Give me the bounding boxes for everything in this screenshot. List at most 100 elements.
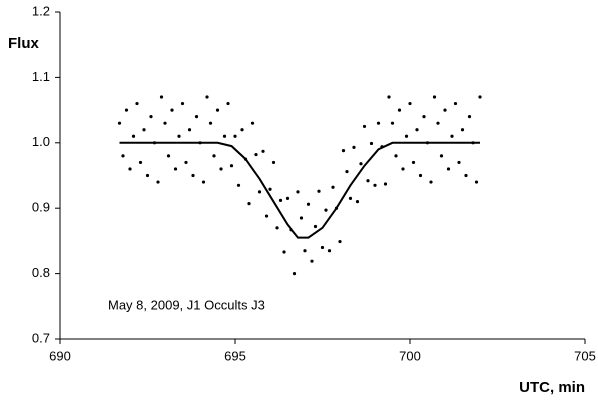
data-point — [408, 101, 412, 106]
data-point — [184, 160, 188, 165]
data-point — [250, 121, 255, 125]
y-tick-label: 1.1 — [32, 69, 50, 84]
data-point — [317, 189, 321, 193]
data-point — [436, 121, 440, 125]
data-point — [345, 169, 349, 174]
data-point — [187, 128, 192, 132]
x-tick-label: 705 — [574, 348, 596, 363]
data-point — [439, 154, 444, 158]
data-point — [257, 190, 262, 194]
data-point — [432, 95, 437, 99]
data-point — [474, 180, 479, 184]
data-point — [415, 128, 419, 132]
data-point — [201, 180, 206, 184]
data-point — [149, 115, 153, 119]
data-point — [348, 196, 353, 200]
y-tick-label: 0.7 — [32, 330, 50, 345]
data-point — [303, 249, 307, 253]
data-point — [373, 183, 377, 187]
data-point — [208, 121, 213, 125]
data-point — [306, 202, 311, 206]
data-point — [331, 185, 335, 189]
data-point — [264, 214, 269, 218]
data-point — [156, 180, 160, 184]
data-point — [313, 224, 318, 229]
data-point — [324, 208, 328, 212]
data-point — [453, 101, 458, 106]
data-point — [457, 160, 461, 165]
data-point — [359, 162, 363, 166]
data-point — [254, 152, 258, 157]
data-point — [429, 180, 433, 184]
data-point — [282, 250, 286, 254]
data-point — [397, 108, 402, 112]
data-point — [464, 173, 468, 178]
data-point — [222, 134, 227, 138]
data-point — [285, 196, 290, 200]
data-point — [240, 128, 244, 132]
data-point — [138, 160, 143, 165]
data-point — [446, 167, 451, 171]
data-point — [460, 128, 465, 132]
data-point — [212, 154, 216, 158]
data-point — [443, 108, 447, 112]
data-point — [180, 101, 185, 106]
data-point — [387, 95, 391, 99]
data-point — [135, 101, 139, 106]
x-tick-label: 690 — [49, 348, 71, 363]
data-point — [376, 121, 381, 125]
data-point — [166, 154, 171, 158]
y-tick-label: 1.0 — [32, 134, 50, 149]
data-point — [478, 95, 482, 99]
annotation: May 8, 2009, J1 Occults J3 — [108, 297, 265, 312]
data-point — [124, 108, 129, 112]
data-point — [394, 154, 398, 158]
data-point — [418, 173, 423, 178]
data-point — [404, 134, 409, 138]
data-point — [205, 95, 209, 99]
data-point — [128, 167, 132, 171]
data-point — [194, 115, 199, 119]
data-point — [296, 190, 300, 194]
data-point — [159, 95, 164, 99]
data-point — [390, 121, 395, 125]
data-point — [275, 226, 279, 230]
data-point — [320, 245, 325, 250]
data-point — [121, 154, 125, 158]
data-point — [292, 272, 297, 276]
y-tick-label: 0.8 — [32, 265, 50, 280]
data-point — [219, 167, 223, 171]
data-point — [467, 115, 472, 119]
data-point — [117, 121, 122, 125]
data-point — [341, 149, 346, 153]
x-tick-label: 695 — [224, 348, 246, 363]
data-point — [142, 128, 146, 132]
x-tick-label: 700 — [399, 348, 421, 363]
fit-curve — [119, 141, 480, 239]
data-point — [450, 134, 454, 138]
y-axis-label: Flux — [8, 35, 39, 52]
data-point — [261, 149, 265, 153]
data-point — [422, 115, 426, 119]
data-point — [170, 108, 174, 112]
data-point — [362, 124, 367, 129]
data-point — [327, 249, 332, 253]
data-point — [233, 134, 237, 138]
data-point — [229, 164, 234, 168]
data-point — [271, 160, 276, 165]
data-point — [163, 121, 167, 125]
data-point — [310, 259, 314, 263]
data-point — [177, 134, 181, 138]
data-point — [173, 167, 178, 171]
data-point — [278, 198, 283, 202]
y-tick-label: 0.9 — [32, 200, 50, 215]
data-point — [352, 145, 356, 149]
data-point — [383, 182, 388, 186]
data-point — [369, 141, 374, 146]
data-point — [355, 200, 360, 204]
data-point — [236, 183, 241, 187]
data-point — [299, 216, 304, 220]
x-axis-label: UTC, min — [519, 379, 585, 396]
